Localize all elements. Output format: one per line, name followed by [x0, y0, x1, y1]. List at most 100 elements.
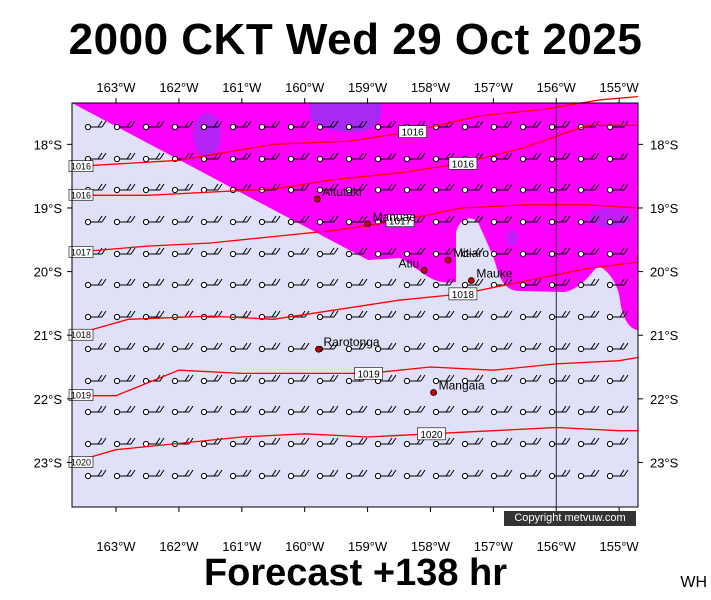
svg-text:1016: 1016 [71, 162, 91, 172]
svg-text:1018: 1018 [452, 290, 475, 301]
lon-tick-label-bottom: 158°W [411, 539, 451, 554]
lon-tick-label-bottom: 161°W [222, 539, 262, 554]
wind-barb [287, 120, 310, 131]
place-marker [420, 266, 428, 274]
wind-barb [113, 120, 136, 131]
wind-barb [432, 152, 455, 163]
wind-barb [577, 342, 600, 353]
place-marker [467, 277, 475, 284]
wind-barb [519, 374, 542, 385]
place-marker [315, 345, 322, 353]
wind-barb [519, 247, 542, 258]
isobar-label: 1016 [448, 157, 478, 170]
wind-barb [606, 310, 629, 321]
svg-text:1016: 1016 [71, 190, 91, 200]
wind-barb [606, 278, 629, 289]
wind-barb [374, 183, 397, 194]
wind-barb [142, 310, 165, 321]
wind-barb [490, 152, 513, 163]
wind-barb [345, 152, 368, 163]
wind-barb [316, 310, 339, 321]
wind-barb [200, 247, 223, 258]
wind-barb [200, 120, 223, 131]
place-label: Mitiaro [453, 246, 489, 260]
wind-barb [287, 437, 310, 448]
place-label: Atiu [398, 256, 419, 270]
strong-wind-zone [588, 208, 632, 228]
wind-barb [519, 278, 542, 289]
wind-barb [490, 374, 513, 385]
wind-barb [171, 278, 194, 289]
wind-barb [519, 342, 542, 353]
wind-barb [519, 469, 542, 480]
place-atiu: Atiu [398, 256, 428, 274]
wind-barb [113, 374, 136, 385]
wind-barb [461, 374, 484, 385]
wind-barb [171, 469, 194, 480]
wind-barb [287, 342, 310, 353]
wind-barb [461, 437, 484, 448]
wind-barbs [84, 120, 629, 480]
wind-barb [490, 437, 513, 448]
isobar-label: 1017 [385, 214, 415, 228]
wind-barb [345, 278, 368, 289]
wind-barb [84, 310, 107, 321]
wind-barb [490, 247, 513, 258]
svg-text:1017: 1017 [71, 248, 91, 258]
wind-barb [490, 183, 513, 194]
wind-barb [403, 374, 426, 385]
wind-barb [113, 183, 136, 194]
wind-barb [374, 374, 397, 385]
wind-barb [258, 120, 281, 131]
wind-barb [490, 405, 513, 416]
svg-text:1019: 1019 [357, 369, 380, 380]
place-aitutaki: Aitutaki [313, 185, 362, 203]
wind-barb [345, 405, 368, 416]
isobar-label: 1018 [68, 328, 94, 341]
forecast-label: Forecast +138 hr [203, 552, 508, 594]
lat-tick-label-right: 23°S [650, 455, 679, 470]
isobar-label: 1020 [68, 456, 94, 468]
wind-barb [171, 183, 194, 194]
wind-barb [345, 437, 368, 448]
wind-barb [142, 278, 165, 289]
wind-barb [142, 215, 165, 226]
lon-tick-label-top: 157°W [474, 80, 514, 95]
wind-barb [229, 152, 252, 163]
wind-barb [84, 405, 107, 416]
wind-barb [403, 183, 426, 194]
lon-tick-label-bottom: 160°W [285, 539, 325, 554]
map-border [71, 102, 639, 508]
lon-tick-label-bottom: 162°W [159, 539, 199, 554]
wind-barb [200, 342, 223, 353]
wind-barb [287, 469, 310, 480]
place-mitiaro: Mitiaro [444, 246, 489, 264]
wind-barb [142, 342, 165, 353]
wind-barb [374, 278, 397, 289]
wind-barb [142, 469, 165, 480]
wind-barb [403, 469, 426, 480]
wind-barb [345, 310, 368, 321]
places: Aitutaki Manuae Atiu Mitiaro Mauke Rarotonga M… [313, 185, 513, 396]
wind-barb [229, 278, 252, 289]
map-axes: 163°W 163°W 162°W 162°W 161°W 161°W 160°W 160°W… [34, 80, 679, 554]
wind-barb [606, 437, 629, 448]
wind-barb [374, 405, 397, 416]
wind-barb [258, 437, 281, 448]
wind-barb [432, 469, 455, 480]
lon-tick-label-top: 162°W [159, 80, 199, 95]
place-marker [444, 256, 452, 264]
wind-barb [432, 437, 455, 448]
wind-barb [258, 469, 281, 480]
lon-tick-label-top: 161°W [222, 80, 262, 95]
wind-barb [316, 247, 339, 258]
lat-tick-label-right: 20°S [650, 265, 679, 280]
wind-barb [316, 405, 339, 416]
svg-text:1019: 1019 [71, 391, 91, 401]
wind-barb [171, 120, 194, 131]
wind-barb [461, 469, 484, 480]
wind-barb [606, 374, 629, 385]
isobar-label: 1016 [68, 188, 94, 201]
wind-barb [461, 342, 484, 353]
lon-tick-label-top: 159°W [348, 80, 388, 95]
